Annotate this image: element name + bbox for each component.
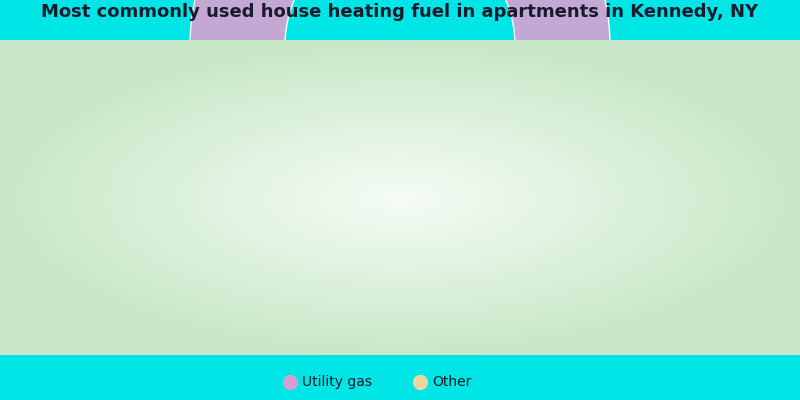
Wedge shape xyxy=(190,0,610,45)
Text: City-Data.com: City-Data.com xyxy=(673,58,758,72)
Text: Other: Other xyxy=(432,375,471,389)
Point xyxy=(283,379,296,385)
Text: Most commonly used house heating fuel in apartments in Kennedy, NY: Most commonly used house heating fuel in… xyxy=(42,3,758,21)
Point xyxy=(414,379,426,385)
Text: Utility gas: Utility gas xyxy=(302,375,372,389)
